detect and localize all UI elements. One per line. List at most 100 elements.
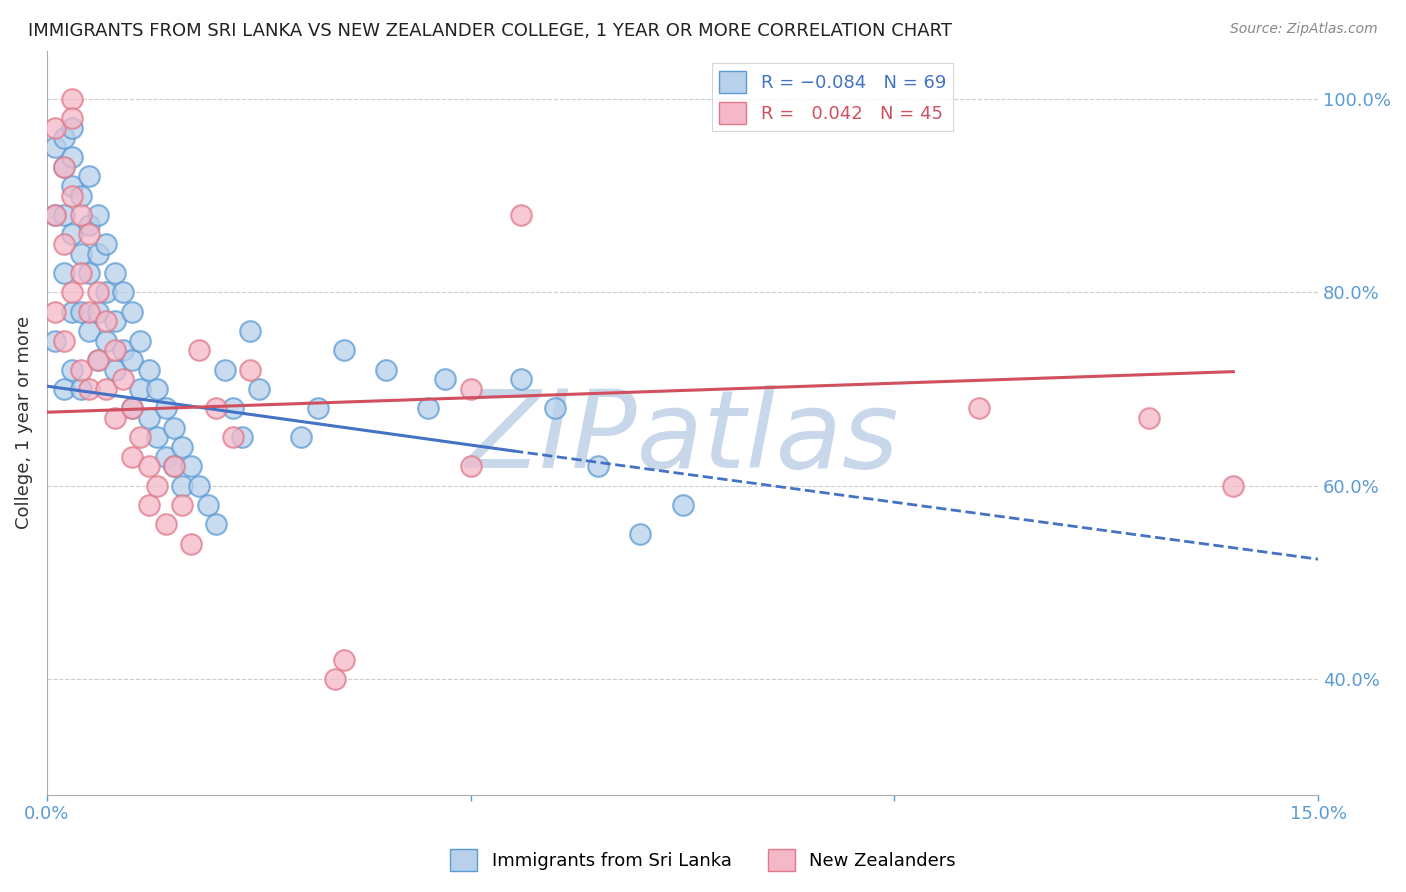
Point: [121, 353, 143, 368]
Point: [104, 343, 127, 358]
Point: [52, 130, 75, 145]
Point: [52, 208, 75, 222]
Point: [172, 479, 194, 493]
Point: [52, 334, 75, 348]
Point: [77, 382, 100, 396]
Point: [112, 343, 135, 358]
Text: Source: ZipAtlas.com: Source: ZipAtlas.com: [1230, 22, 1378, 37]
Point: [69, 246, 91, 260]
Point: [129, 430, 152, 444]
Point: [69, 188, 91, 202]
Point: [77, 227, 100, 242]
Point: [129, 382, 152, 396]
Point: [96, 382, 118, 396]
Point: [69, 266, 91, 280]
Point: [69, 304, 91, 318]
Point: [44, 304, 66, 318]
Point: [138, 498, 160, 512]
Point: [510, 372, 533, 386]
Legend: Immigrants from Sri Lanka, New Zealanders: Immigrants from Sri Lanka, New Zealander…: [443, 842, 963, 879]
Point: [188, 479, 211, 493]
Point: [44, 334, 66, 348]
Point: [418, 401, 440, 416]
Point: [163, 459, 186, 474]
Point: [104, 411, 127, 425]
Point: [52, 160, 75, 174]
Point: [60, 179, 83, 194]
Point: [138, 362, 160, 376]
Point: [510, 208, 533, 222]
Point: [77, 304, 100, 318]
Point: [104, 362, 127, 376]
Point: [60, 121, 83, 136]
Point: [96, 237, 118, 252]
Point: [129, 334, 152, 348]
Point: [87, 353, 110, 368]
Point: [96, 334, 118, 348]
Point: [239, 362, 262, 376]
Point: [60, 188, 83, 202]
Point: [112, 372, 135, 386]
Point: [1137, 411, 1160, 425]
Point: [180, 459, 202, 474]
Point: [239, 324, 262, 338]
Point: [60, 304, 83, 318]
Point: [155, 450, 177, 464]
Y-axis label: College, 1 year or more: College, 1 year or more: [15, 317, 32, 530]
Point: [96, 314, 118, 328]
Point: [60, 112, 83, 126]
Point: [69, 362, 91, 376]
Point: [44, 208, 66, 222]
Point: [52, 160, 75, 174]
Point: [52, 237, 75, 252]
Point: [332, 343, 354, 358]
Point: [121, 304, 143, 318]
Point: [77, 169, 100, 184]
Point: [222, 430, 245, 444]
Text: ZIPatlas: ZIPatlas: [465, 385, 900, 491]
Point: [146, 479, 169, 493]
Point: [138, 411, 160, 425]
Point: [87, 208, 110, 222]
Point: [172, 498, 194, 512]
Point: [197, 498, 219, 512]
Point: [104, 314, 127, 328]
Point: [77, 266, 100, 280]
Point: [222, 401, 245, 416]
Point: [60, 362, 83, 376]
Point: [172, 440, 194, 454]
Point: [60, 150, 83, 164]
Text: IMMIGRANTS FROM SRI LANKA VS NEW ZEALANDER COLLEGE, 1 YEAR OR MORE CORRELATION C: IMMIGRANTS FROM SRI LANKA VS NEW ZEALAND…: [28, 22, 952, 40]
Point: [155, 401, 177, 416]
Point: [188, 343, 211, 358]
Point: [44, 208, 66, 222]
Point: [146, 430, 169, 444]
Point: [434, 372, 457, 386]
Point: [290, 430, 312, 444]
Point: [205, 401, 228, 416]
Legend: R = −0.084   N = 69, R =   0.042   N = 45: R = −0.084 N = 69, R = 0.042 N = 45: [711, 63, 953, 131]
Point: [69, 382, 91, 396]
Point: [163, 420, 186, 434]
Point: [77, 324, 100, 338]
Point: [967, 401, 990, 416]
Point: [163, 459, 186, 474]
Point: [155, 517, 177, 532]
Point: [460, 459, 482, 474]
Point: [52, 382, 75, 396]
Point: [332, 653, 354, 667]
Point: [138, 459, 160, 474]
Point: [180, 537, 202, 551]
Point: [121, 401, 143, 416]
Point: [374, 362, 396, 376]
Point: [460, 382, 482, 396]
Point: [121, 401, 143, 416]
Point: [628, 527, 651, 541]
Point: [146, 382, 169, 396]
Point: [96, 285, 118, 300]
Point: [671, 498, 693, 512]
Point: [214, 362, 236, 376]
Point: [104, 266, 127, 280]
Point: [586, 459, 609, 474]
Point: [121, 450, 143, 464]
